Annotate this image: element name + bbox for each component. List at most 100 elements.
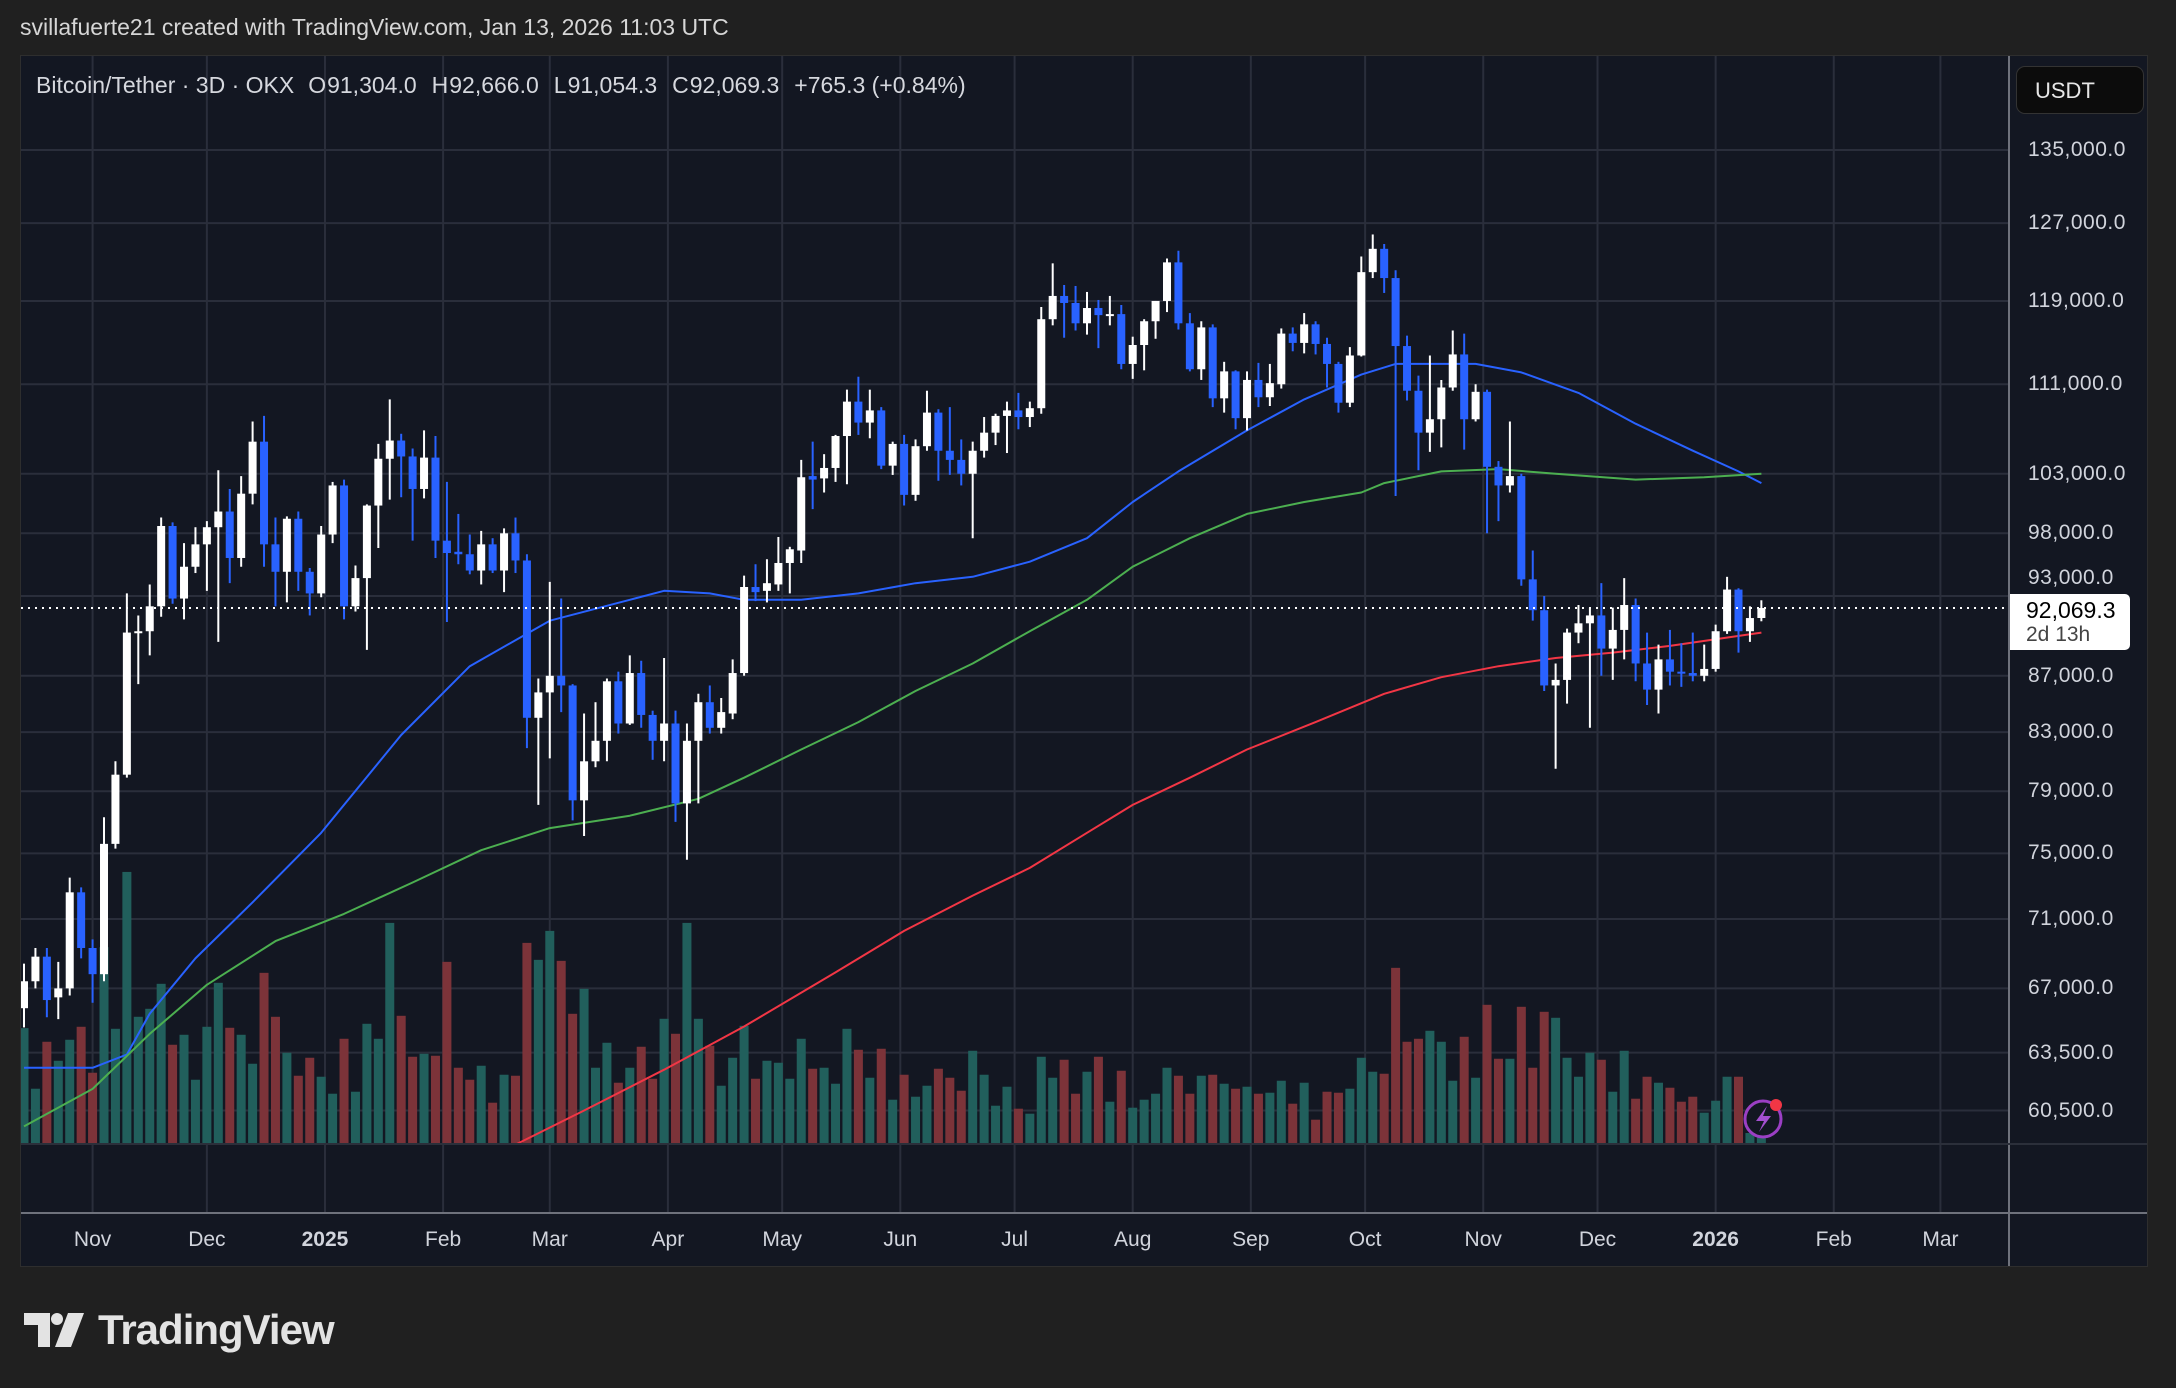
candle-body — [1105, 314, 1114, 317]
volume-bar — [1151, 1093, 1161, 1143]
candle — [1517, 473, 1526, 586]
volume-bar — [1596, 1059, 1606, 1143]
symbol-title[interactable]: Bitcoin/Tether · 3D · OKX — [36, 72, 295, 98]
candle — [900, 434, 909, 506]
candle — [340, 479, 349, 620]
candle — [1540, 595, 1549, 692]
candle — [705, 685, 714, 734]
price-tick-label: 135,000.0 — [2028, 138, 2126, 161]
volume-bar — [568, 1013, 578, 1143]
candle-body — [957, 459, 966, 474]
candle-body — [648, 714, 657, 741]
candle-body — [580, 761, 589, 801]
volume-bar — [305, 1057, 315, 1143]
volume-bar — [1128, 1107, 1138, 1143]
candle-body — [534, 692, 543, 718]
candle — [717, 698, 726, 734]
candle-body — [180, 566, 189, 599]
volume-bar — [76, 1026, 86, 1143]
price-tick-label: 75,000.0 — [2028, 841, 2114, 865]
candle — [282, 516, 291, 603]
candle — [54, 961, 63, 1020]
volume-bar — [808, 1068, 818, 1143]
candle-body — [1745, 618, 1754, 632]
volume-bar — [179, 1034, 189, 1143]
candle — [922, 390, 931, 451]
candle-body — [1471, 391, 1480, 420]
time-tick-label: Feb — [1815, 1228, 1852, 1251]
candle — [1391, 270, 1400, 497]
candle-body — [1128, 345, 1137, 364]
time-tick-label: Dec — [1578, 1228, 1617, 1251]
candle — [385, 399, 394, 500]
volume-bar — [156, 983, 166, 1143]
candle-body — [1140, 321, 1149, 346]
volume-bar — [762, 1060, 772, 1143]
lightning-alert-icon[interactable] — [1743, 1099, 1783, 1139]
volume-bar — [1345, 1088, 1355, 1143]
candle-body — [694, 702, 703, 741]
candle — [1105, 295, 1114, 326]
volume-bar — [110, 1028, 120, 1143]
candle — [1643, 632, 1652, 706]
candle — [888, 441, 897, 475]
candle-body — [1185, 323, 1194, 370]
candle — [1277, 328, 1286, 389]
candle — [1345, 347, 1354, 408]
volume-bar — [1208, 1074, 1218, 1143]
candle-body — [797, 477, 806, 551]
candle-body — [1334, 363, 1343, 403]
currency-button[interactable]: USDT — [2016, 66, 2144, 114]
volume-bar — [865, 1077, 875, 1143]
candle — [1425, 355, 1434, 452]
moving-average-line — [24, 362, 1762, 1069]
candle-body — [1723, 589, 1732, 632]
volume-bar — [1413, 1038, 1423, 1143]
candle — [522, 554, 531, 749]
candle-body — [157, 526, 166, 607]
candle — [842, 389, 851, 485]
candle — [260, 415, 269, 567]
volume-bar — [1436, 1041, 1446, 1143]
candle-body — [1448, 354, 1457, 388]
volume-bar — [1551, 1017, 1561, 1143]
candle-body — [317, 534, 326, 594]
volume-bar — [739, 1025, 749, 1143]
candle — [1734, 588, 1743, 653]
candle-body — [591, 740, 600, 762]
candle-body — [980, 432, 989, 451]
candle-body — [1620, 605, 1629, 630]
candle-body — [1528, 579, 1537, 611]
volume-bar — [1231, 1088, 1241, 1143]
candle-body — [900, 443, 909, 495]
candle — [431, 436, 440, 558]
candle-body — [557, 675, 566, 686]
candle-body — [454, 551, 463, 555]
candle-body — [831, 436, 840, 468]
candle-body — [385, 440, 394, 459]
candle — [1254, 362, 1263, 408]
candle — [1025, 401, 1034, 428]
tradingview-logo[interactable]: TradingView — [24, 1306, 335, 1354]
candle — [865, 389, 874, 439]
volume-bar — [65, 1039, 75, 1143]
candle-body — [1677, 671, 1686, 674]
candle — [1300, 313, 1309, 354]
candle-body — [214, 511, 223, 528]
volume-bar — [648, 1078, 658, 1143]
candle — [168, 522, 177, 604]
volume-bar — [42, 1041, 52, 1143]
candle — [465, 534, 474, 575]
candle — [1528, 550, 1537, 621]
candle-body — [65, 892, 74, 989]
candle-body — [1585, 615, 1594, 624]
volume-bar — [465, 1079, 475, 1143]
candle — [157, 517, 166, 617]
candle-body — [1551, 679, 1560, 686]
candle-body — [922, 412, 931, 447]
candle-body — [740, 587, 749, 674]
candle — [145, 584, 154, 656]
candle-body — [397, 440, 406, 457]
volume-bar — [579, 988, 589, 1143]
